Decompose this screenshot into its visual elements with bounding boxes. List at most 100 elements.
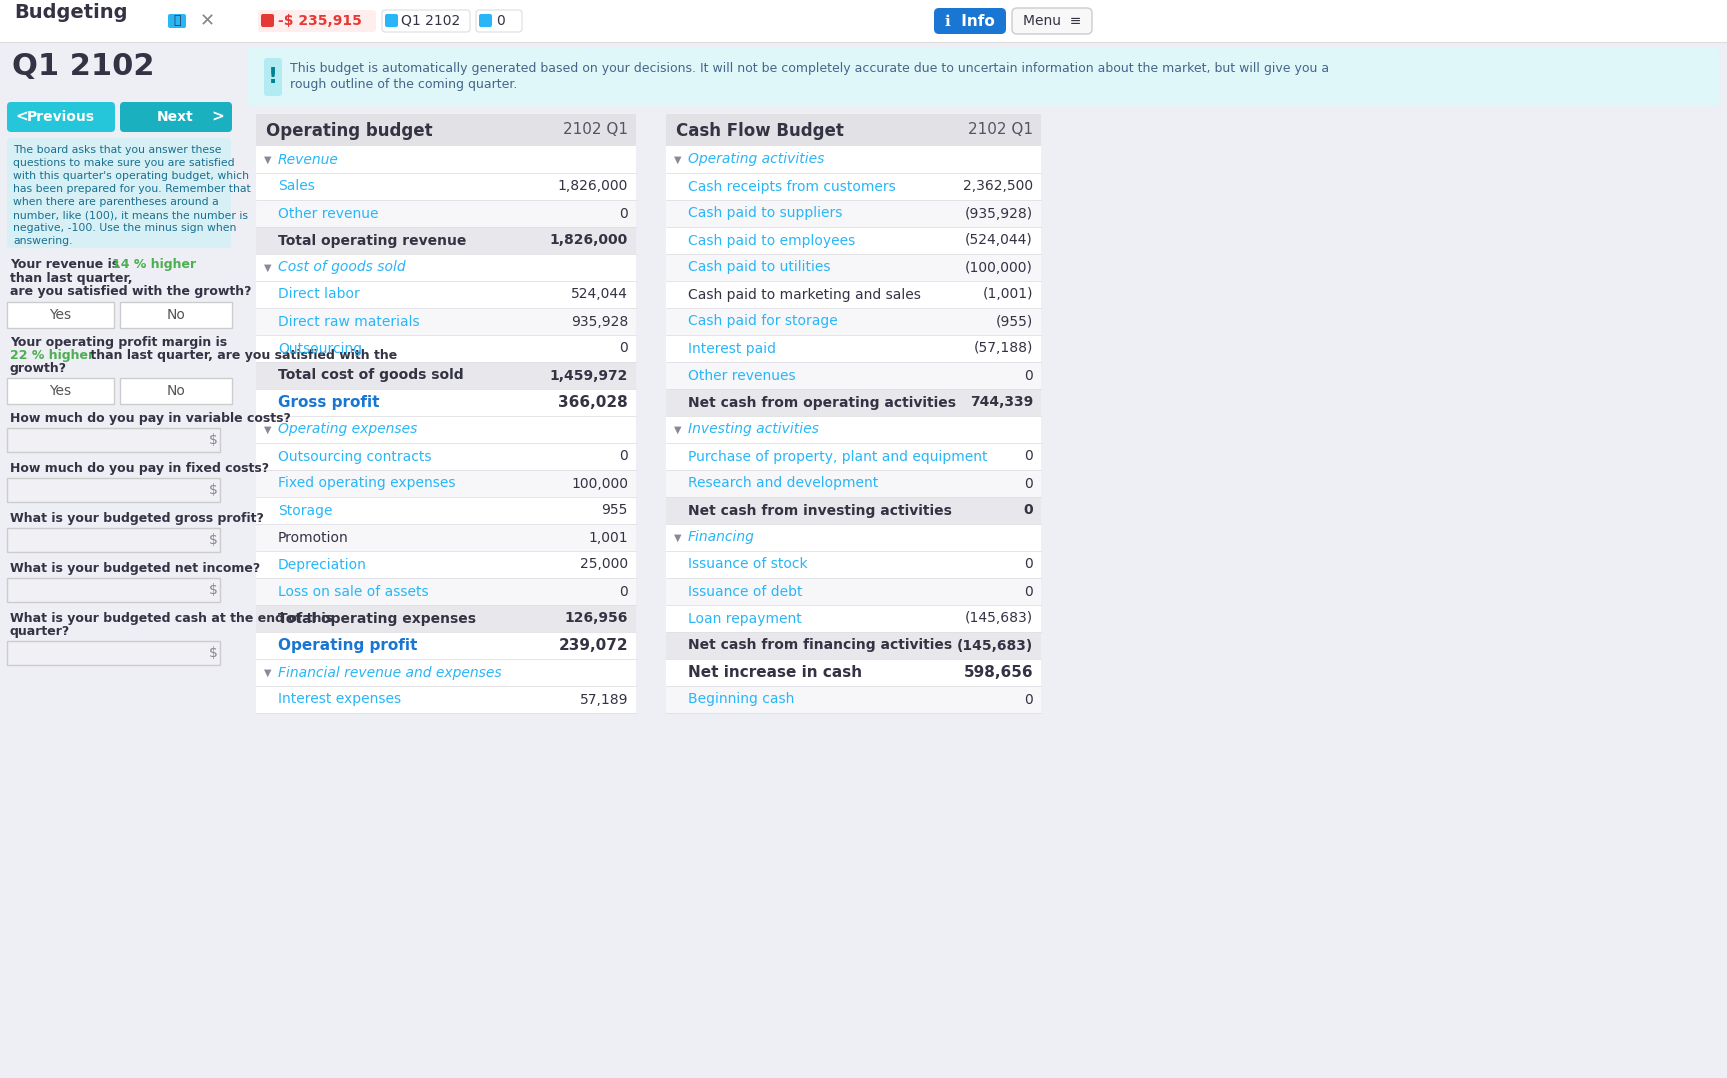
Text: negative, -100. Use the minus sign when: negative, -100. Use the minus sign when (14, 223, 237, 233)
Text: Operating profit: Operating profit (278, 638, 418, 653)
Text: has been prepared for you. Remember that: has been prepared for you. Remember that (14, 184, 250, 194)
Text: 239,072: 239,072 (558, 638, 629, 653)
Text: How much do you pay in variable costs?: How much do you pay in variable costs? (10, 412, 290, 425)
Text: 0: 0 (620, 342, 629, 356)
Text: Net cash from financing activities: Net cash from financing activities (687, 638, 952, 652)
Bar (256, 281, 636, 308)
Text: ▼: ▼ (264, 154, 271, 165)
Text: Your revenue is: Your revenue is (10, 258, 124, 271)
Bar (7, 428, 219, 452)
Text: 1,001: 1,001 (589, 530, 629, 544)
Text: Issuance of stock: Issuance of stock (687, 557, 808, 571)
Text: 0: 0 (620, 450, 629, 464)
Bar (256, 605, 636, 632)
Text: Cash paid to marketing and sales: Cash paid to marketing and sales (687, 288, 920, 302)
Text: when there are parentheses around a: when there are parentheses around a (14, 197, 219, 207)
Text: 57,189: 57,189 (580, 692, 629, 706)
Text: Promotion: Promotion (278, 530, 349, 544)
Bar (7, 528, 219, 552)
Text: Net cash from investing activities: Net cash from investing activities (687, 503, 952, 517)
Bar (256, 605, 636, 632)
Bar (667, 146, 1041, 172)
Bar (256, 659, 636, 686)
Bar (667, 389, 1041, 416)
Text: Outsourcing: Outsourcing (278, 342, 363, 356)
Text: (57,188): (57,188) (974, 342, 1033, 356)
Bar (256, 578, 636, 605)
Text: Cash paid to suppliers: Cash paid to suppliers (687, 207, 843, 221)
Text: What is your budgeted gross profit?: What is your budgeted gross profit? (10, 512, 264, 525)
Text: !: ! (268, 67, 278, 87)
Bar (256, 146, 636, 172)
Text: Next: Next (157, 110, 193, 124)
Text: Net increase in cash: Net increase in cash (687, 665, 862, 680)
Text: Operating activities: Operating activities (687, 152, 824, 166)
Bar (256, 362, 636, 389)
Bar (256, 632, 636, 659)
Text: How much do you pay in fixed costs?: How much do you pay in fixed costs? (10, 462, 269, 475)
FancyBboxPatch shape (934, 8, 1007, 34)
Text: Cash Flow Budget: Cash Flow Budget (675, 122, 845, 140)
FancyBboxPatch shape (249, 49, 1718, 106)
Text: 🎓: 🎓 (173, 14, 181, 28)
Text: 524,044: 524,044 (572, 288, 629, 302)
Bar (667, 578, 1041, 605)
Text: $: $ (209, 433, 218, 447)
Text: Financial revenue and expenses: Financial revenue and expenses (278, 665, 501, 679)
Text: 598,656: 598,656 (964, 665, 1033, 680)
Text: 22 % higher: 22 % higher (10, 349, 95, 362)
Text: What is your budgeted cash at the end of this: What is your budgeted cash at the end of… (10, 612, 333, 625)
Text: 0: 0 (1024, 692, 1033, 706)
Bar (667, 308, 1041, 335)
Bar (256, 551, 636, 578)
Text: Beginning cash: Beginning cash (687, 692, 794, 706)
Bar (667, 659, 1041, 686)
Text: ▼: ▼ (264, 667, 271, 677)
Text: Q1 2102: Q1 2102 (401, 14, 461, 28)
Text: 100,000: 100,000 (572, 476, 629, 490)
Bar (256, 308, 636, 335)
Text: Fixed operating expenses: Fixed operating expenses (278, 476, 456, 490)
Text: (145,683): (145,683) (965, 611, 1033, 625)
Text: Sales: Sales (278, 180, 314, 193)
FancyBboxPatch shape (261, 14, 275, 27)
Bar (667, 389, 1041, 416)
Text: ℹ  Info: ℹ Info (945, 14, 995, 28)
FancyBboxPatch shape (257, 10, 376, 32)
Bar (7, 378, 114, 404)
Text: Your operating profit margin is: Your operating profit margin is (10, 336, 228, 349)
Bar (667, 201, 1041, 227)
Bar (256, 201, 636, 227)
Text: Budgeting: Budgeting (14, 2, 128, 22)
Text: quarter?: quarter? (10, 625, 71, 638)
Text: No: No (166, 308, 185, 322)
Bar (0, 0, 1727, 42)
Text: Cost of goods sold: Cost of goods sold (278, 261, 406, 275)
Bar (7, 578, 219, 602)
Text: are you satisfied with the growth?: are you satisfied with the growth? (10, 285, 252, 298)
Text: 366,028: 366,028 (558, 395, 629, 410)
FancyBboxPatch shape (7, 138, 231, 248)
Bar (667, 632, 1041, 659)
Text: Q1 2102: Q1 2102 (12, 52, 154, 81)
Text: 2102 Q1: 2102 Q1 (563, 123, 629, 138)
Text: Interest paid: Interest paid (687, 342, 775, 356)
Text: ▼: ▼ (264, 263, 271, 273)
Bar (667, 227, 1041, 254)
Bar (256, 362, 636, 389)
Text: Direct labor: Direct labor (278, 288, 359, 302)
Text: 0: 0 (620, 584, 629, 598)
Text: Cash paid for storage: Cash paid for storage (687, 315, 838, 329)
Text: $: $ (209, 646, 218, 660)
Text: Menu  ≡: Menu ≡ (1022, 14, 1081, 28)
Text: (955): (955) (996, 315, 1033, 329)
Text: ▼: ▼ (674, 425, 682, 434)
Bar (256, 416, 636, 443)
Text: -$ 235,915: -$ 235,915 (278, 14, 363, 28)
Text: Outsourcing contracts: Outsourcing contracts (278, 450, 432, 464)
Text: Total operating expenses: Total operating expenses (278, 611, 477, 625)
Text: Yes: Yes (48, 308, 71, 322)
Bar (667, 524, 1041, 551)
Text: 0: 0 (1024, 450, 1033, 464)
Text: Total operating revenue: Total operating revenue (278, 234, 466, 248)
